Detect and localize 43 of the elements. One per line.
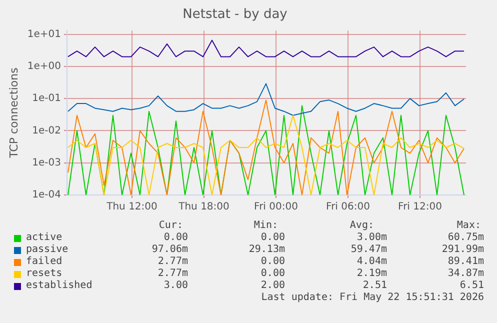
text: 59.47m [350,244,387,255]
text: 0.00 [260,256,285,267]
y-tick-label: 1e-03 [32,157,61,168]
x-tick-label: Thu 12:00 [106,202,158,213]
text: 4.04m [356,256,387,267]
y-axis-title: TCP connections [7,67,20,159]
y-tick-label: 1e-01 [32,93,61,104]
text: 2.19m [356,268,387,279]
text: 291.99m [442,244,484,255]
legend-label: established [26,280,92,291]
text: 3.00m [356,232,387,243]
text: 0.00 [260,232,285,243]
text: 2.00 [260,280,285,291]
y-tick-label: 1e-02 [32,125,61,136]
text: 34.87m [448,268,484,279]
y-tick-label: 1e-04 [32,190,61,201]
text: Cur: [158,220,183,231]
text: Min: [254,220,278,231]
text: 60.75m [448,232,484,243]
text: 3.00 [164,280,188,291]
text: Last update: Fri May 22 15:51:31 2026 [261,292,484,303]
text: 2.51 [362,280,387,291]
y-tick-label: 1e+01 [27,28,61,40]
x-tick-label: Fri 06:00 [326,202,370,213]
text: Max: [456,220,481,231]
legend-label: active [26,232,62,243]
text: 0.00 [164,232,188,243]
legend-label: passive [26,244,68,255]
text: 2.77m [158,268,188,279]
text: 89.41m [448,256,484,267]
x-tick-label: Fri 00:00 [254,202,298,213]
x-tick-label: Fri 12:00 [398,202,442,213]
legend-label: resets [26,268,62,279]
text: 29.13m [248,244,285,255]
y-tick-label: 1e+00 [27,61,61,72]
legend-label: failed [26,256,62,267]
text: 97.06m [152,244,188,255]
text: 6.51 [460,280,484,291]
text: 0.00 [260,268,285,279]
text: 2.77m [158,256,188,267]
x-tick-label: Thu 18:00 [178,202,230,213]
text: Avg: [350,220,374,231]
chart-title: Netstat - by day [182,7,288,22]
